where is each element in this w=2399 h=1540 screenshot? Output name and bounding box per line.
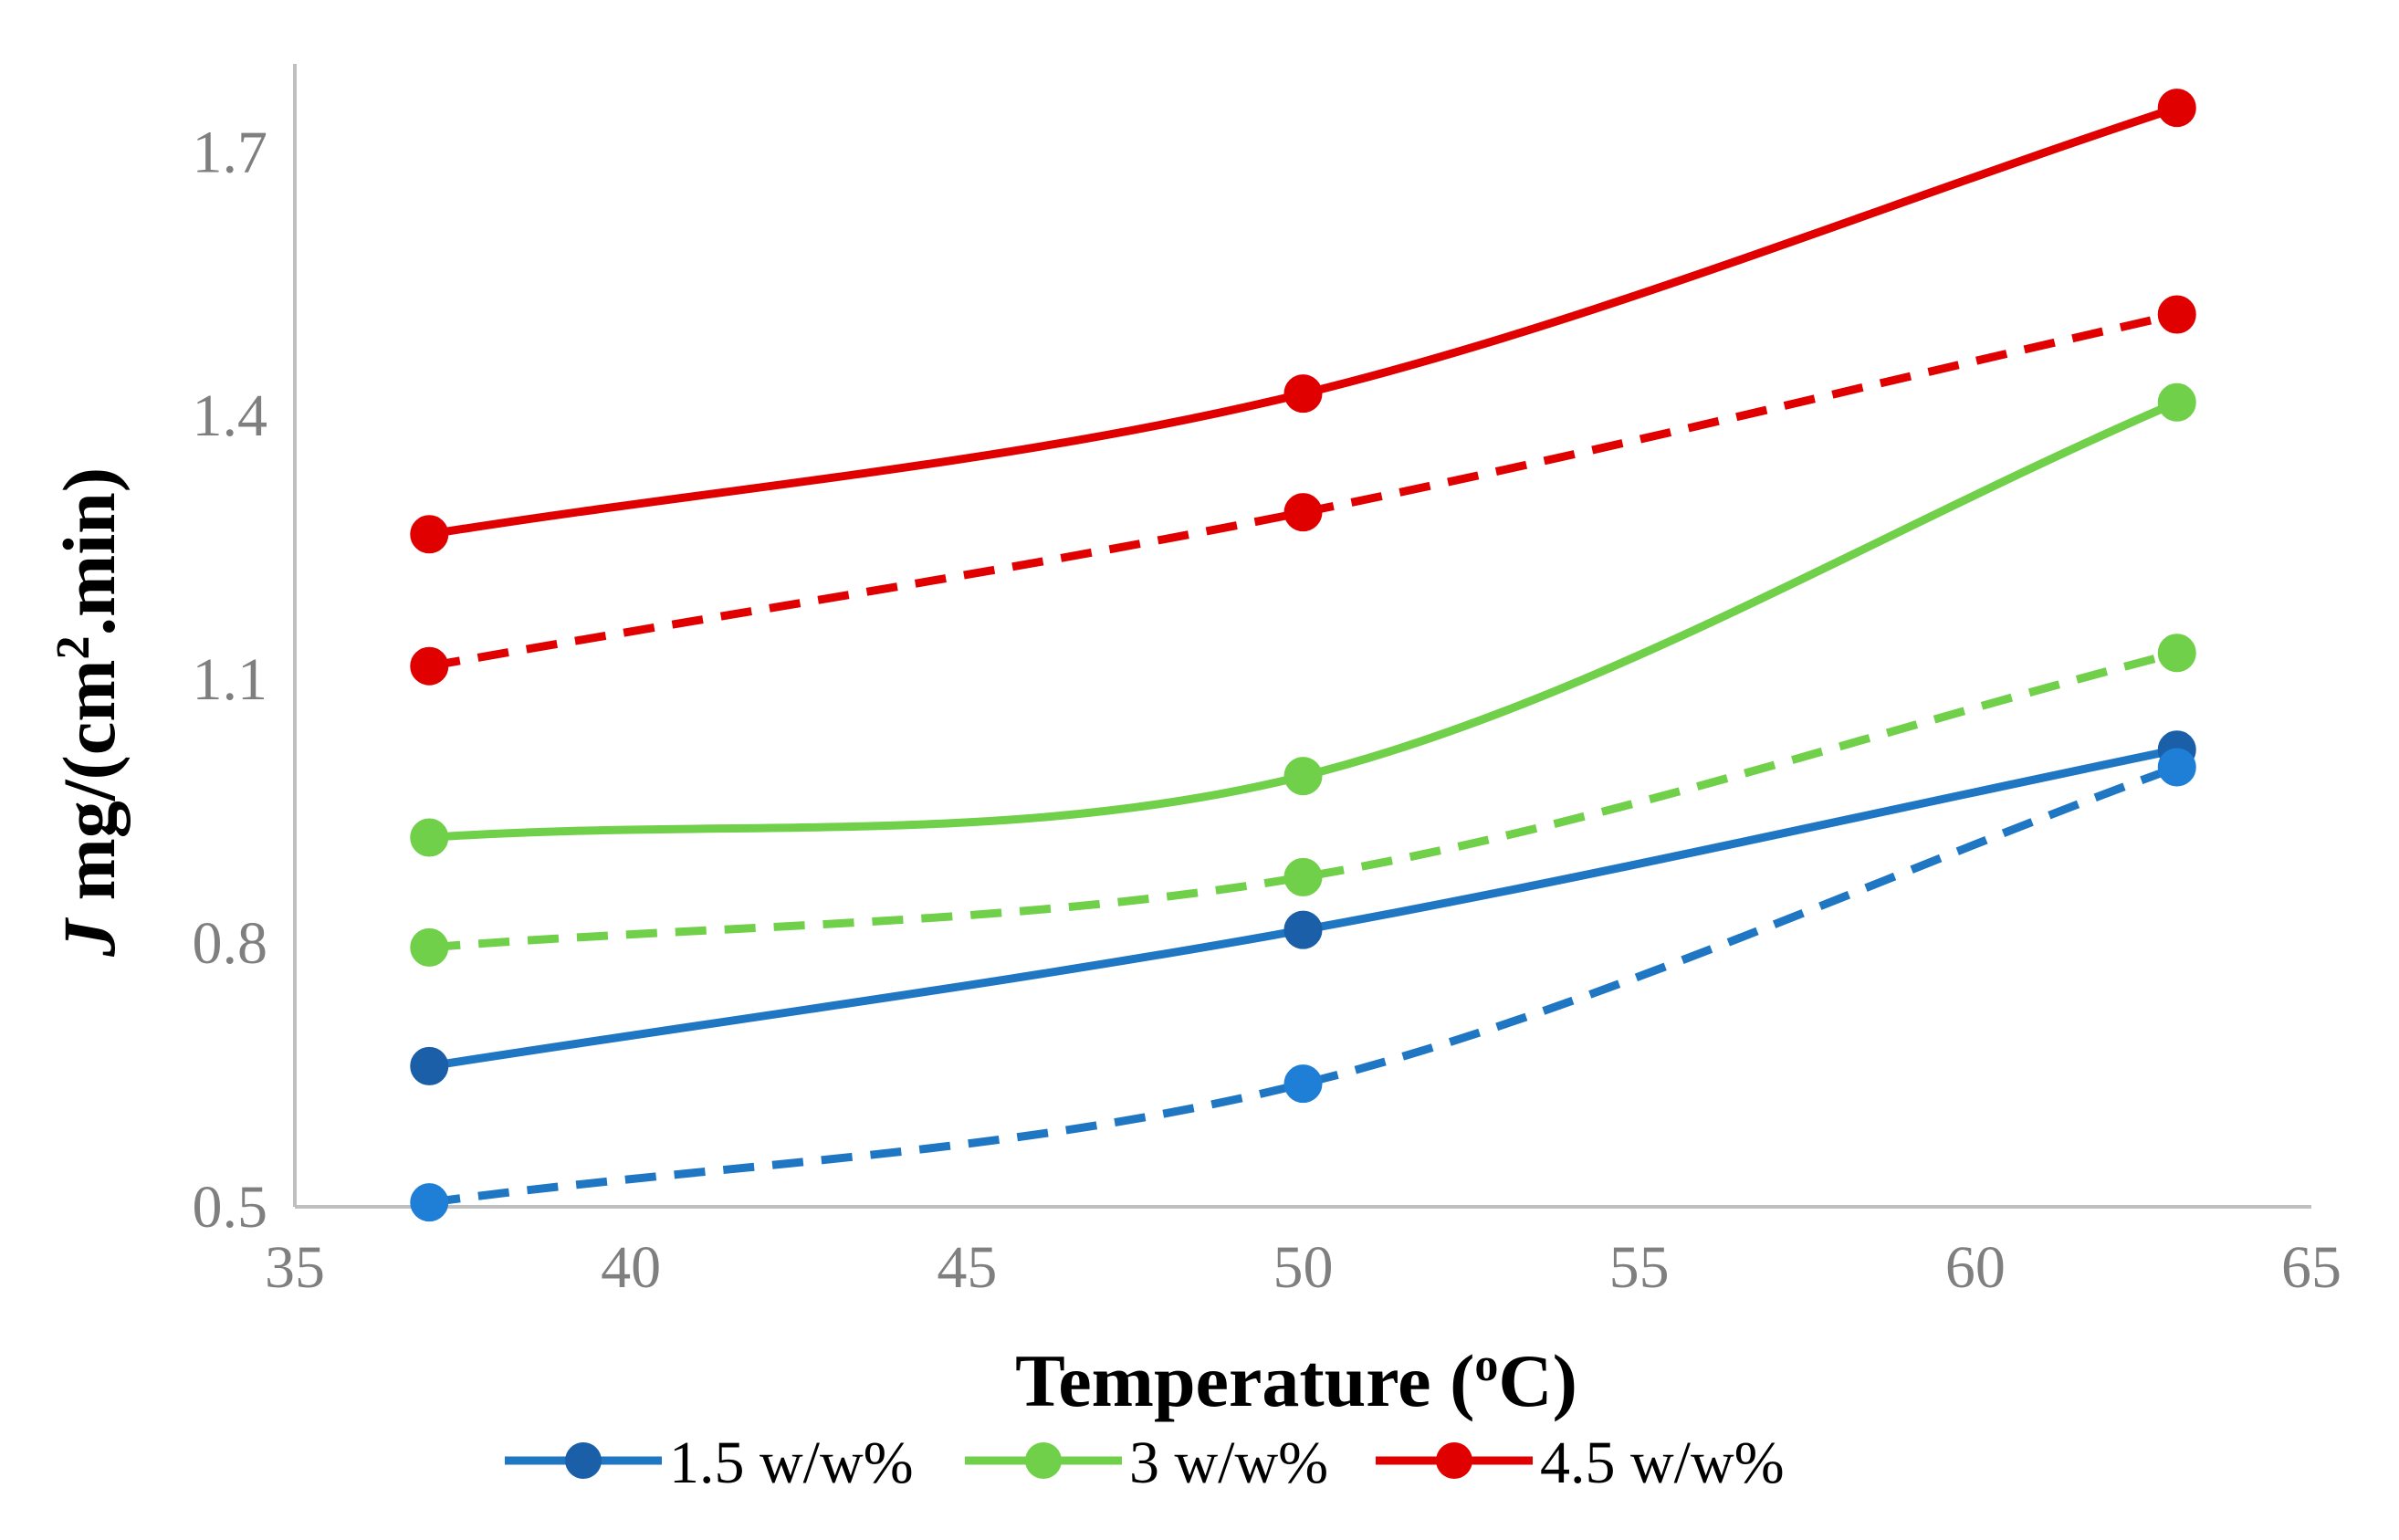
series-layer: [410, 89, 2196, 1222]
series-2: [410, 748, 2196, 1222]
legend-item: 4.5 w/w%: [1376, 1430, 1785, 1496]
series-line: [428, 103, 2179, 539]
data-point: [2157, 748, 2196, 787]
series-line: [428, 648, 2178, 952]
x-tick-label: 45: [937, 1234, 997, 1301]
x-tick-label: 65: [2281, 1234, 2341, 1301]
legend-item: 1.5 w/w%: [505, 1430, 914, 1496]
data-point: [1283, 910, 1323, 949]
x-tick-label: 35: [265, 1234, 325, 1301]
y-tick-label: 1.7: [193, 119, 268, 185]
data-point: [1283, 1064, 1323, 1104]
data-point: [1283, 493, 1323, 532]
data-point: [410, 818, 449, 857]
x-tick-label: 40: [601, 1234, 661, 1301]
series-5: [410, 89, 2196, 554]
data-point: [410, 646, 449, 686]
data-point: [2157, 634, 2196, 673]
data-point: [410, 1183, 449, 1222]
y-axis-title: J mg/(cm2.min): [47, 467, 131, 958]
x-tick-label: 50: [1273, 1234, 1334, 1301]
data-point: [2157, 382, 2196, 422]
legend-swatch-marker: [1436, 1442, 1472, 1479]
legend-label: 3 w/w%: [1129, 1430, 1328, 1496]
series-3: [410, 382, 2196, 857]
data-point: [1283, 374, 1323, 414]
legend-label: 1.5 w/w%: [669, 1430, 914, 1496]
legend-swatch-marker: [1025, 1442, 1062, 1479]
x-tick-label: 55: [1609, 1234, 1670, 1301]
axes: 35 40 45 50 55 60 65 0.5 0.8 1.1 1.4 1.7: [193, 64, 2341, 1301]
y-tick-label: 1.4: [193, 382, 268, 449]
data-point: [1283, 857, 1323, 896]
series-line: [428, 745, 2178, 1071]
y-tick-label: 1.1: [193, 646, 268, 713]
data-point: [2157, 89, 2196, 128]
data-point: [410, 927, 449, 967]
series-line: [428, 310, 2178, 671]
legend-item: 3 w/w%: [965, 1430, 1328, 1496]
series-6: [410, 295, 2196, 686]
legend: 1.5 w/w% 3 w/w% 4.5 w/w%: [505, 1430, 1785, 1496]
data-point: [2157, 295, 2196, 334]
x-tick-label: 60: [1945, 1234, 2006, 1301]
data-point: [410, 515, 449, 554]
y-tick-label: 0.5: [193, 1174, 268, 1241]
legend-swatch-marker: [565, 1442, 602, 1479]
x-axis-title: Temperature (oC): [1015, 1339, 1577, 1422]
data-point: [410, 1046, 449, 1085]
legend-label: 4.5 w/w%: [1540, 1430, 1785, 1496]
y-tick-label: 0.8: [193, 910, 268, 977]
data-point: [1283, 757, 1323, 796]
series-4: [410, 634, 2196, 967]
